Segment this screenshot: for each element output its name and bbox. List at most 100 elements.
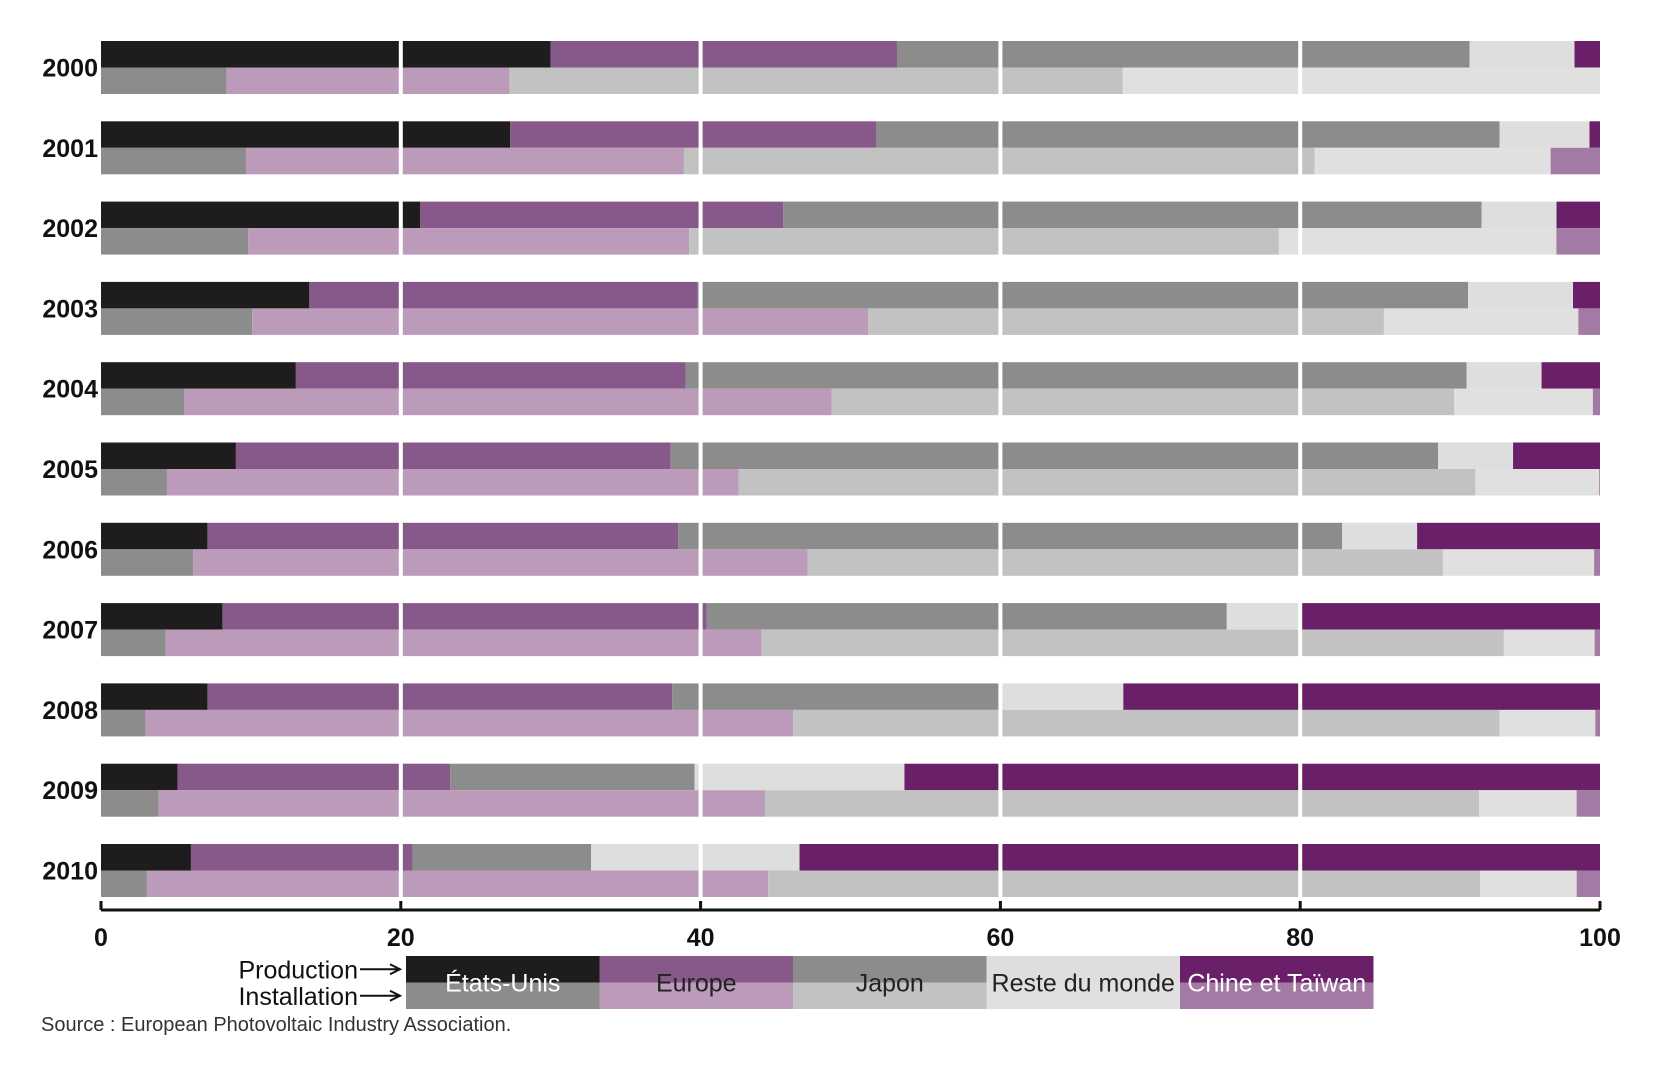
production-bar-segment bbox=[1556, 201, 1600, 229]
production-bar-segment bbox=[1001, 683, 1124, 710]
bar-area bbox=[101, 41, 1600, 897]
installation-bar-segment bbox=[1599, 469, 1600, 496]
installation-bar-segment bbox=[101, 228, 249, 255]
production-bar-segment bbox=[591, 844, 800, 871]
production-bar-segment bbox=[670, 442, 1439, 469]
installation-bar-segment bbox=[226, 67, 510, 94]
installation-bar-segment bbox=[1576, 790, 1600, 817]
installation-bar-segment bbox=[1578, 308, 1600, 335]
production-bar-segment bbox=[420, 201, 784, 229]
production-bar-segment bbox=[101, 522, 208, 550]
production-bar-segment bbox=[1541, 362, 1600, 389]
legend-entry-label: Europe bbox=[656, 970, 737, 998]
installation-bar-segment bbox=[1480, 870, 1577, 897]
production-bar-segment bbox=[672, 683, 1002, 710]
production-bar-segment bbox=[207, 522, 679, 550]
installation-bar-segment bbox=[1556, 228, 1600, 255]
year-label: 2008 bbox=[42, 697, 98, 725]
year-label: 2007 bbox=[42, 617, 98, 645]
production-bar-segment bbox=[190, 844, 413, 871]
production-bar-segment bbox=[101, 603, 223, 630]
installation-bar-segment bbox=[793, 709, 1500, 737]
production-bar-segment bbox=[550, 41, 897, 68]
production-bar-segment bbox=[1468, 281, 1574, 309]
production-bar-segment bbox=[783, 201, 1482, 229]
legend-swatch-installation bbox=[793, 982, 987, 1009]
production-bar-segment bbox=[510, 121, 876, 148]
installation-bar-segment bbox=[101, 790, 159, 817]
installation-bar-segment bbox=[101, 549, 194, 576]
installation-bar-segment bbox=[252, 308, 869, 335]
installation-bar-segment bbox=[1550, 147, 1600, 175]
production-bar-segment bbox=[694, 763, 905, 791]
production-bar-segment bbox=[450, 763, 695, 791]
installation-bar-segment bbox=[184, 388, 832, 416]
production-bar-segment bbox=[1589, 121, 1600, 148]
production-bar-segment bbox=[1226, 603, 1302, 630]
production-bar-segment bbox=[101, 844, 191, 871]
production-bar-segment bbox=[706, 603, 1227, 630]
installation-bar-segment bbox=[248, 228, 690, 255]
year-label: 2009 bbox=[42, 777, 98, 805]
production-bar-segment bbox=[697, 281, 1469, 309]
production-bar-segment bbox=[1466, 362, 1542, 389]
production-bar-segment bbox=[1438, 442, 1514, 469]
installation-bar-segment bbox=[166, 469, 739, 496]
production-bar-segment bbox=[1573, 281, 1600, 309]
production-bar-segment bbox=[101, 201, 421, 229]
source-note: Source : European Photovoltaic Industry … bbox=[41, 1014, 511, 1036]
installation-bar-segment bbox=[1383, 308, 1579, 335]
production-bar-segment bbox=[1301, 603, 1600, 630]
production-bar-segment bbox=[101, 362, 296, 389]
year-label: 2002 bbox=[42, 215, 98, 243]
installation-bar-segment bbox=[831, 388, 1455, 416]
installation-bar-segment bbox=[101, 67, 227, 94]
year-label: 2000 bbox=[42, 55, 98, 83]
installation-bar-segment bbox=[689, 228, 1279, 255]
production-bar-segment bbox=[177, 763, 451, 791]
production-bar-segment bbox=[1469, 41, 1575, 68]
production-bar-segment bbox=[685, 362, 1467, 389]
installation-bar-segment bbox=[1592, 388, 1600, 416]
x-tick-label: 20 bbox=[387, 924, 415, 952]
legend-entry-label: Japon bbox=[856, 970, 924, 998]
production-bar-segment bbox=[101, 41, 551, 68]
installation-bar-segment bbox=[145, 709, 794, 737]
installation-bar-segment bbox=[101, 629, 166, 657]
production-bar-segment bbox=[875, 121, 1500, 148]
production-bar-segment bbox=[904, 763, 1600, 791]
installation-bar-segment bbox=[1503, 629, 1595, 657]
installation-bar-segment bbox=[1454, 388, 1593, 416]
production-bar-segment bbox=[101, 683, 208, 710]
legend: États-Unis Europe Japon Reste du monde Chine… bbox=[238, 956, 1374, 1011]
installation-bar-segment bbox=[765, 790, 1480, 817]
year-label: 2001 bbox=[42, 135, 98, 163]
production-bar-segment bbox=[295, 362, 686, 389]
x-tick-label: 0 bbox=[94, 924, 108, 952]
legend-swatch-production bbox=[986, 956, 1180, 983]
x-tick-label: 60 bbox=[986, 924, 1014, 952]
legend-swatch-installation bbox=[1180, 982, 1374, 1009]
production-bar-segment bbox=[1417, 522, 1600, 550]
installation-bar-segment bbox=[1479, 790, 1577, 817]
legend-swatch-production bbox=[599, 956, 793, 983]
installation-bar-segment bbox=[761, 629, 1504, 657]
production-bar-segment bbox=[101, 281, 310, 309]
x-tick-label: 100 bbox=[1579, 924, 1621, 952]
year-label: 2005 bbox=[42, 456, 98, 484]
installation-bar-segment bbox=[1442, 549, 1595, 576]
production-bar-segment bbox=[1342, 522, 1418, 550]
installation-bar-segment bbox=[509, 67, 1123, 94]
installation-bar-segment bbox=[868, 308, 1384, 335]
installation-bar-segment bbox=[101, 709, 146, 737]
x-tick-label: 80 bbox=[1286, 924, 1314, 952]
legend-row-label: Production bbox=[238, 956, 358, 984]
installation-bar-segment bbox=[1475, 469, 1600, 496]
year-label: 2004 bbox=[42, 376, 98, 404]
x-axis: 0 20 40 60 80 100 bbox=[94, 901, 1621, 952]
production-bar-segment bbox=[896, 41, 1470, 68]
production-bar-segment bbox=[678, 522, 1343, 550]
legend-swatch-production bbox=[793, 956, 987, 983]
installation-bar-segment bbox=[245, 147, 684, 175]
